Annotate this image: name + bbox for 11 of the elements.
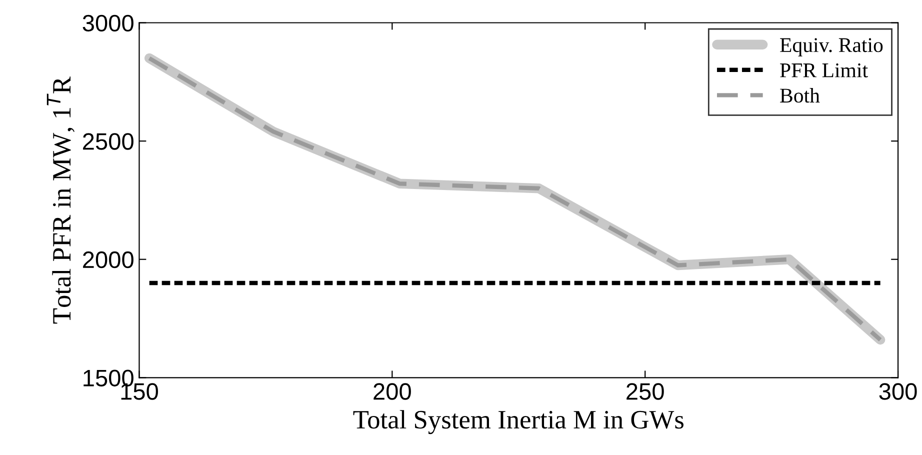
- x-tick-label: 300: [879, 383, 917, 400]
- legend-label: PFR Limit: [780, 63, 868, 78]
- legend-label: Both: [780, 88, 820, 103]
- x-tick-label: 250: [626, 383, 664, 400]
- y-tick-label: 3000: [82, 14, 134, 32]
- y-tick-label: 2500: [83, 133, 134, 150]
- x-tick-label: 200: [374, 383, 411, 400]
- legend-label: Equiv. Ratio: [780, 38, 883, 56]
- y-axis-title: Total PFR in MW, 1$^{T}$R: [46, 76, 75, 324]
- y-tick-label: 2000: [83, 251, 134, 268]
- x-axis-title: Total System Inertia M in GWs: [353, 410, 684, 434]
